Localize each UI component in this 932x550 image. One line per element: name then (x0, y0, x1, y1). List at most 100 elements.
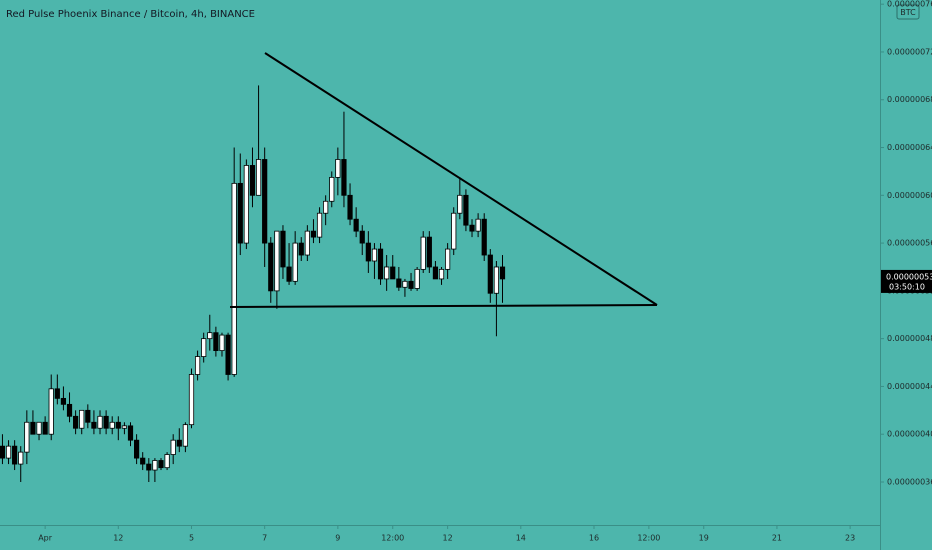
candle-body (103, 415, 109, 429)
y-tick-label: 0.00000048 (887, 334, 932, 343)
candle-body (280, 230, 286, 268)
x-tick-label: 12:00 (381, 534, 404, 543)
candle-body (48, 388, 54, 435)
currency-badge (896, 4, 920, 20)
candle-body (298, 242, 304, 256)
x-tick-label: 16 (589, 534, 599, 543)
y-tick-label: 0.00000060 (887, 191, 932, 200)
candle-body (249, 165, 256, 196)
last-price-box (881, 269, 932, 293)
x-tick-label: 12 (113, 534, 123, 543)
countdown-label: 03:50:10 (889, 282, 925, 291)
candle-body (396, 278, 402, 288)
triangle-base-line (229, 304, 658, 308)
y-tick-label: 0.00000064 (887, 143, 932, 152)
candle-body (54, 388, 60, 399)
x-tick-label: 12 (443, 534, 453, 543)
candle-body (207, 332, 213, 340)
candle-body (121, 425, 128, 429)
candle-body (219, 334, 225, 351)
candle-body (316, 212, 323, 238)
x-tick-label: 9 (335, 534, 340, 543)
candle-body (97, 415, 103, 429)
candle-body (36, 421, 42, 435)
candle-body (286, 266, 292, 282)
candle-body (426, 236, 432, 268)
candle-body (85, 409, 91, 423)
candle-body (390, 266, 396, 280)
candle-body (60, 397, 67, 405)
candle-body (30, 421, 36, 435)
x-tick-label: 12:00 (637, 534, 660, 543)
candle-body (402, 280, 408, 288)
candle-body (188, 374, 195, 426)
candle-body (225, 334, 231, 375)
candle-body (213, 332, 219, 351)
candle-body (134, 439, 140, 459)
candle-body (152, 460, 158, 471)
y-tick-label: 0.00000040 (887, 430, 932, 439)
candle-body (66, 403, 73, 417)
candle-body (146, 463, 152, 471)
x-tick-label: 21 (772, 534, 782, 543)
candle-body (347, 194, 353, 220)
candle-body (420, 236, 426, 270)
candle-body (499, 266, 506, 280)
candle-body (445, 248, 451, 270)
candle-body (237, 182, 243, 244)
candle-body (79, 409, 85, 429)
candle-body (359, 230, 365, 244)
candle-body (140, 457, 146, 465)
y-tick-label: 0.00000076 (887, 0, 932, 9)
y-tick-label: 0.00000036 (887, 477, 932, 486)
candle-body (170, 439, 176, 455)
candle-body (304, 230, 310, 256)
chart-title: Red Pulse Phoenix Binance / Bitcoin, 4h,… (6, 9, 255, 20)
candle-body (457, 194, 463, 214)
candles (0, 85, 506, 482)
candle-body (463, 194, 469, 226)
candle-body (335, 159, 341, 178)
x-tick-label: 14 (516, 534, 526, 543)
candle-body (164, 454, 170, 469)
candle-body (194, 356, 201, 375)
x-tick-label: Apr (38, 534, 53, 543)
candle-body (377, 248, 384, 280)
candle-body (201, 338, 207, 357)
candle-body (469, 224, 475, 232)
candle-body (158, 460, 164, 469)
candle-body (341, 159, 347, 196)
candle-body (0, 445, 6, 459)
candle-body (292, 242, 298, 282)
x-tick-label: 23 (845, 534, 855, 543)
candle-body (451, 212, 457, 250)
candle-body (408, 280, 414, 289)
candle-body (91, 421, 97, 429)
candle-body (176, 439, 182, 447)
y-tick-label: 0.00000068 (887, 95, 932, 104)
candle-body (493, 266, 500, 294)
candle-body (432, 266, 439, 280)
candle-body (371, 248, 378, 262)
candle-body (310, 230, 317, 238)
candle-body (262, 159, 268, 244)
candle-body (182, 424, 188, 447)
y-tick-label: 0.00000044 (887, 382, 932, 391)
candle-body (12, 445, 18, 465)
candle-body (5, 445, 12, 459)
x-tick-label: 19 (699, 534, 709, 543)
candle-body (414, 268, 420, 289)
candle-body (42, 421, 48, 435)
candle-body (115, 421, 121, 429)
candle-body (231, 182, 237, 375)
candle-body (384, 266, 390, 280)
candle-body (255, 159, 262, 196)
candle-body (109, 421, 115, 429)
candle-body (24, 421, 30, 453)
candle-body (329, 176, 335, 202)
candle-body (475, 218, 481, 232)
candle-body (438, 268, 445, 280)
